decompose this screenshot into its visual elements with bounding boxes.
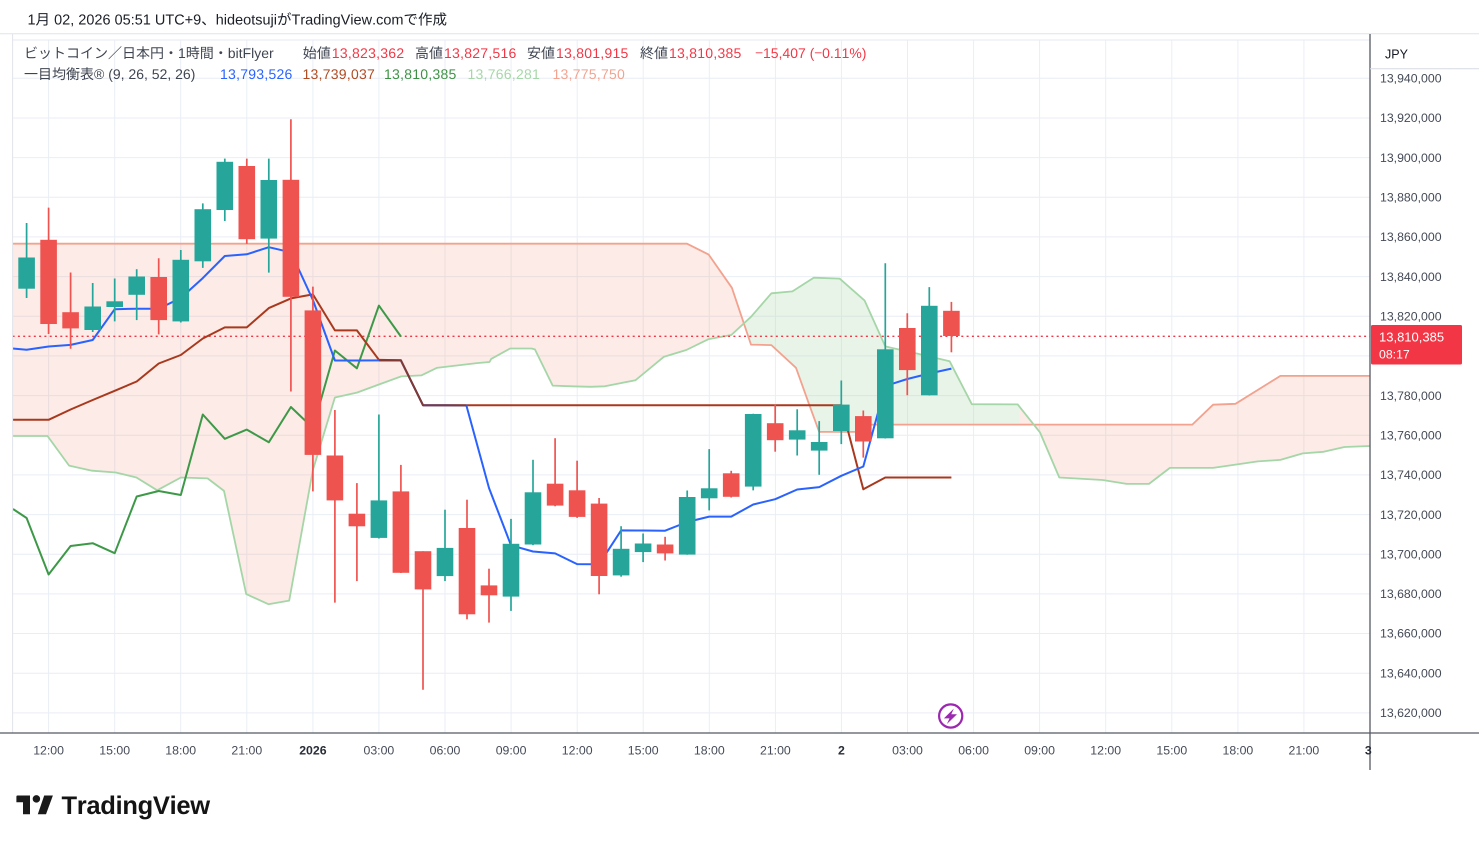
svg-text:06:00: 06:00	[958, 744, 989, 758]
svg-text:2026: 2026	[299, 744, 327, 758]
svg-text:13,780,000: 13,780,000	[1380, 389, 1442, 403]
svg-text:09:00: 09:00	[1024, 744, 1055, 758]
svg-text:18:00: 18:00	[165, 744, 196, 758]
svg-text:13,940,000: 13,940,000	[1380, 72, 1442, 86]
svg-text:15:00: 15:00	[1156, 744, 1187, 758]
svg-text:13,620,000: 13,620,000	[1380, 706, 1442, 720]
svg-text:21:00: 21:00	[231, 744, 262, 758]
svg-text:15:00: 15:00	[628, 744, 659, 758]
svg-text:13,840,000: 13,840,000	[1380, 270, 1442, 284]
svg-text:15:00: 15:00	[99, 744, 130, 758]
svg-text:06:00: 06:00	[430, 744, 461, 758]
svg-text:13,920,000: 13,920,000	[1380, 111, 1442, 125]
svg-text:13,680,000: 13,680,000	[1380, 587, 1442, 601]
svg-text:03:00: 03:00	[892, 744, 923, 758]
svg-text:2: 2	[838, 744, 845, 758]
svg-text:13,880,000: 13,880,000	[1380, 191, 1442, 205]
svg-text:12:00: 12:00	[562, 744, 593, 758]
svg-text:13,740,000: 13,740,000	[1380, 468, 1442, 482]
svg-text:18:00: 18:00	[694, 744, 725, 758]
svg-text:13,900,000: 13,900,000	[1380, 151, 1442, 165]
svg-text:12:00: 12:00	[33, 744, 64, 758]
svg-text:09:00: 09:00	[496, 744, 527, 758]
svg-text:21:00: 21:00	[760, 744, 791, 758]
svg-text:JPY: JPY	[1385, 48, 1409, 62]
svg-text:13,720,000: 13,720,000	[1380, 508, 1442, 522]
svg-text:12:00: 12:00	[1090, 744, 1121, 758]
svg-text:13,700,000: 13,700,000	[1380, 547, 1442, 561]
svg-text:03:00: 03:00	[364, 744, 395, 758]
svg-text:13,860,000: 13,860,000	[1380, 230, 1442, 244]
svg-text:21:00: 21:00	[1289, 744, 1320, 758]
svg-text:13,760,000: 13,760,000	[1380, 428, 1442, 442]
svg-text:13,810,385: 13,810,385	[1379, 330, 1444, 345]
svg-text:3: 3	[1365, 744, 1372, 758]
svg-text:18:00: 18:00	[1223, 744, 1254, 758]
svg-text:13,640,000: 13,640,000	[1380, 666, 1442, 680]
svg-text:13,820,000: 13,820,000	[1380, 310, 1442, 324]
svg-text:08:17: 08:17	[1379, 348, 1410, 362]
svg-text:13,660,000: 13,660,000	[1380, 627, 1442, 641]
